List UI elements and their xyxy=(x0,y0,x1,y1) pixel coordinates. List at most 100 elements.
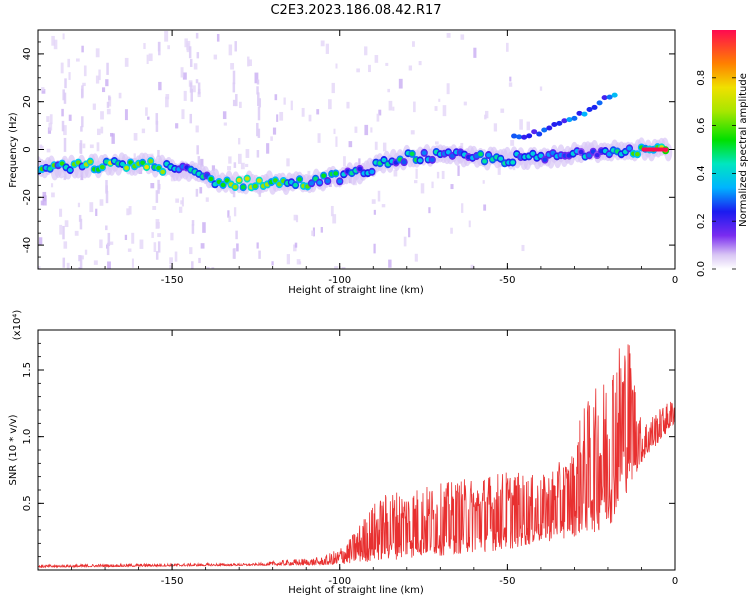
x-tick-label: 0 xyxy=(672,576,678,587)
branch-blob xyxy=(601,95,608,101)
noise-speckle xyxy=(382,142,387,152)
noise-streak xyxy=(256,79,260,85)
noise-speckle xyxy=(99,239,103,249)
x-tick-label: -150 xyxy=(161,576,184,587)
noise-speckle xyxy=(39,145,44,149)
noise-speckle xyxy=(126,208,130,216)
noise-streak xyxy=(157,41,161,52)
noise-speckle xyxy=(128,206,132,215)
ridge-core xyxy=(409,151,415,157)
noise-speckle xyxy=(330,205,334,217)
noise-streak xyxy=(191,220,195,226)
noise-speckle xyxy=(331,82,335,94)
noise-streak xyxy=(232,70,236,85)
noise-speckle xyxy=(413,101,416,113)
noise-speckle xyxy=(82,143,86,149)
noise-speckle xyxy=(374,141,378,150)
noise-streak xyxy=(107,232,111,247)
noise-speckle xyxy=(47,127,52,134)
noise-streak xyxy=(62,257,66,268)
ridge-core xyxy=(486,152,491,158)
ridge-core xyxy=(128,160,133,165)
noise-streak xyxy=(155,113,159,125)
noise-speckle xyxy=(332,214,337,224)
noise-speckle xyxy=(66,262,70,269)
noise-speckle xyxy=(274,94,278,101)
ridge-core xyxy=(208,176,214,182)
ridge-core xyxy=(120,161,125,167)
noise-streak xyxy=(191,224,195,234)
noise-streak xyxy=(80,88,84,99)
noise-speckle xyxy=(46,148,51,153)
noise-streak xyxy=(62,225,65,240)
noise-speckle xyxy=(460,34,465,40)
noise-speckle xyxy=(100,126,104,134)
noise-speckle xyxy=(146,54,149,65)
noise-speckle xyxy=(286,158,290,167)
noise-speckle xyxy=(276,114,279,122)
noise-speckle xyxy=(63,241,68,249)
noise-speckle xyxy=(256,242,259,249)
noise-speckle xyxy=(200,243,205,249)
noise-speckle xyxy=(270,136,273,141)
noise-speckle xyxy=(333,128,336,135)
noise-speckle xyxy=(189,247,193,255)
noise-streak xyxy=(155,190,159,203)
noise-speckle xyxy=(373,209,376,215)
ridge-core xyxy=(337,179,343,184)
colorbar-axes: 0.0 0.2 0.4 0.6 0.8 xyxy=(696,70,736,277)
noise-speckle xyxy=(228,156,232,164)
branch-blob xyxy=(556,120,563,126)
noise-speckle xyxy=(51,35,55,46)
ridge-core xyxy=(333,171,339,176)
noise-speckle xyxy=(195,125,199,133)
noise-speckle xyxy=(41,89,46,94)
noise-speckle xyxy=(102,87,106,93)
noise-speckle xyxy=(158,81,162,91)
noise-speckle xyxy=(165,94,170,100)
ridge-core xyxy=(369,169,375,174)
noise-streak xyxy=(106,242,110,256)
noise-speckle xyxy=(238,137,241,145)
snr-ylabel: SNR (10 * v/v) xyxy=(8,414,19,485)
noise-speckle xyxy=(460,142,464,149)
noise-speckle xyxy=(233,207,237,217)
noise-speckle xyxy=(320,227,323,233)
noise-speckle xyxy=(356,68,360,73)
noise-speckle xyxy=(539,86,543,91)
noise-speckle xyxy=(148,53,153,62)
noise-speckle xyxy=(62,33,65,40)
noise-streak xyxy=(256,86,259,95)
noise-speckle xyxy=(169,257,173,265)
noise-speckle xyxy=(470,264,474,269)
noise-speckle xyxy=(343,156,346,167)
branch-blob xyxy=(546,125,553,131)
noise-speckle xyxy=(93,260,98,265)
noise-speckle xyxy=(497,164,501,175)
noise-speckle xyxy=(197,92,201,98)
noise-speckle xyxy=(230,63,235,70)
noise-speckle xyxy=(295,215,299,223)
ridge-core xyxy=(220,182,226,188)
ridge-core xyxy=(482,159,487,164)
noise-speckle xyxy=(153,242,157,253)
y-tick-label: 1.0 xyxy=(22,429,33,445)
ridge-core xyxy=(148,158,154,164)
noise-speckle xyxy=(181,109,185,120)
noise-streak xyxy=(106,101,110,108)
noise-speckle xyxy=(414,180,418,184)
noise-speckle xyxy=(99,199,104,206)
noise-speckle xyxy=(296,259,301,265)
noise-speckle xyxy=(328,99,332,110)
noise-speckle xyxy=(311,230,315,236)
noise-speckle xyxy=(378,109,382,116)
branch-blob xyxy=(541,127,548,133)
noise-speckle xyxy=(346,101,350,109)
noise-speckle xyxy=(420,183,425,194)
colorbar-label: Normalized spectral amplitude xyxy=(738,73,749,227)
noise-streak xyxy=(195,79,199,84)
noise-speckle xyxy=(48,122,53,131)
noise-speckle xyxy=(193,63,198,70)
ridge-core xyxy=(272,178,278,183)
ridge-core xyxy=(124,165,129,171)
